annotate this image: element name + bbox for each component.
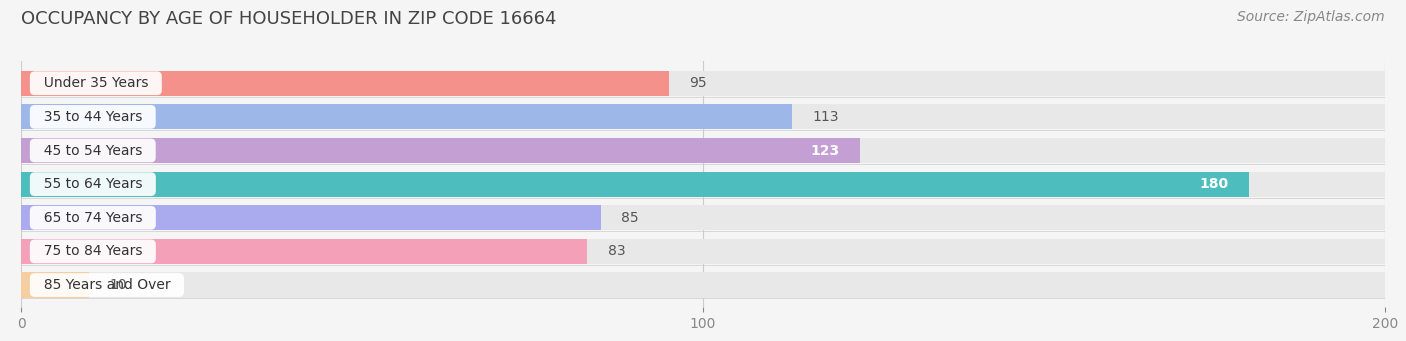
Text: 75 to 84 Years: 75 to 84 Years xyxy=(35,244,150,258)
Text: 95: 95 xyxy=(689,76,707,90)
Bar xyxy=(21,71,1385,96)
Bar xyxy=(21,272,1385,298)
Text: 10: 10 xyxy=(110,278,128,292)
Bar xyxy=(21,104,1385,130)
Bar xyxy=(21,138,1385,163)
Bar xyxy=(21,205,1385,231)
Bar xyxy=(21,272,90,298)
Bar xyxy=(21,205,600,231)
Text: 180: 180 xyxy=(1199,177,1227,191)
Text: 45 to 54 Years: 45 to 54 Years xyxy=(35,144,150,158)
Bar xyxy=(21,172,1385,197)
Bar xyxy=(21,239,1385,264)
Text: 83: 83 xyxy=(607,244,626,258)
Bar xyxy=(21,239,588,264)
Text: 65 to 74 Years: 65 to 74 Years xyxy=(35,211,150,225)
Text: 123: 123 xyxy=(810,144,839,158)
Bar xyxy=(21,104,792,130)
Bar xyxy=(21,71,669,96)
Text: 85: 85 xyxy=(621,211,638,225)
Text: Under 35 Years: Under 35 Years xyxy=(35,76,157,90)
Text: 85 Years and Over: 85 Years and Over xyxy=(35,278,179,292)
Text: 35 to 44 Years: 35 to 44 Years xyxy=(35,110,150,124)
Bar xyxy=(21,138,860,163)
Text: OCCUPANCY BY AGE OF HOUSEHOLDER IN ZIP CODE 16664: OCCUPANCY BY AGE OF HOUSEHOLDER IN ZIP C… xyxy=(21,10,557,28)
Text: 113: 113 xyxy=(813,110,838,124)
Bar xyxy=(21,172,1249,197)
Text: 55 to 64 Years: 55 to 64 Years xyxy=(35,177,150,191)
Text: Source: ZipAtlas.com: Source: ZipAtlas.com xyxy=(1237,10,1385,24)
